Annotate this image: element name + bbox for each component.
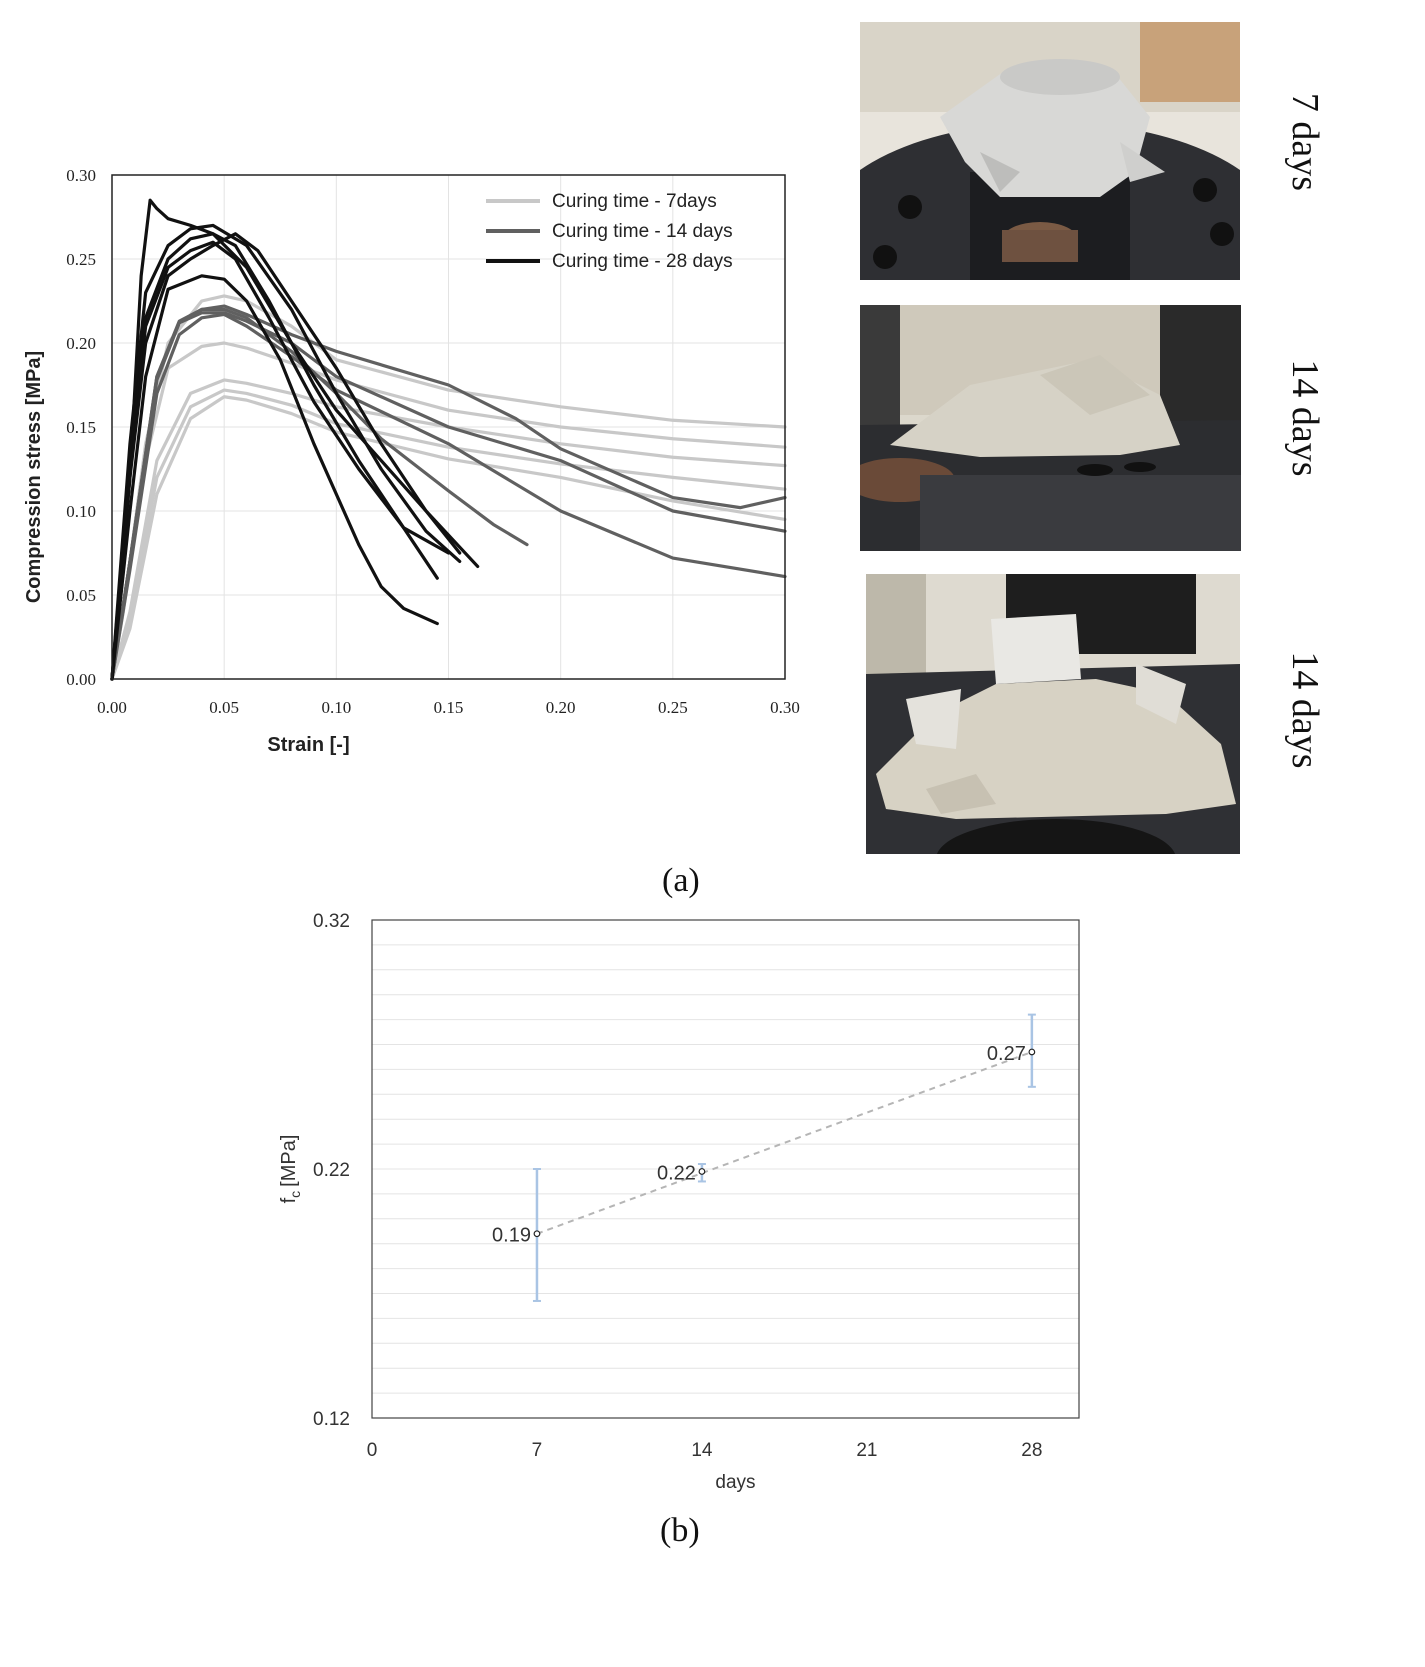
series-line-group-0-3 <box>110 388 787 681</box>
x-tick-label: 0.20 <box>546 698 576 717</box>
y-tick-label: 0.25 <box>66 250 96 269</box>
stress-strain-chart: 0.00 0.05 0.10 0.15 0.20 0.25 0.30 0.00 0.05 0.10… <box>23 166 800 756</box>
data-label-2: 0.27 <box>987 1043 1026 1065</box>
x-tick-label: 0.00 <box>97 698 127 717</box>
x-tick-label: 7 <box>532 1440 543 1461</box>
legend-label-1: Curing time - 14 days <box>552 221 733 242</box>
trendline <box>536 1051 1033 1235</box>
y-tick-label: 0.32 <box>313 911 350 932</box>
x-tick-label: 0.30 <box>770 698 800 717</box>
photo-14-days <box>860 305 1241 551</box>
photo-7-days <box>860 22 1240 280</box>
photo-14-days-b <box>866 574 1240 854</box>
x-tick-label: 0.25 <box>658 698 688 717</box>
series-line-group-2-9 <box>110 198 480 681</box>
photo-label-14-days-b: 14 days <box>1284 651 1326 769</box>
x-axis-label: Strain [-] <box>267 734 349 756</box>
panel-label-b: (b) <box>660 1512 700 1549</box>
y-tick-label: 0.12 <box>313 1409 350 1430</box>
x-tick-label: 0.05 <box>209 698 239 717</box>
y-axis-label: Compression stress [MPa] <box>23 351 45 603</box>
series-line-group-0-2 <box>110 378 787 681</box>
panel-label-a: (a) <box>662 862 700 899</box>
data-point-2 <box>1028 1048 1036 1056</box>
y-axis-label-unit: [MPa] <box>278 1135 300 1187</box>
y-tick-label: 0.15 <box>66 418 96 437</box>
series-line-group-2-12 <box>110 240 451 681</box>
x-tick-label: 28 <box>1021 1440 1042 1461</box>
series-line-group-1-7 <box>110 312 787 681</box>
x-tick-label: 0.15 <box>434 698 464 717</box>
data-label-1: 0.22 <box>657 1162 696 1184</box>
photo-label-7-days: 7 days <box>1284 92 1326 192</box>
series-line-group-2-13 <box>110 232 462 681</box>
legend-label-2: Curing time - 28 days <box>552 251 733 272</box>
data-label-0: 0.19 <box>492 1225 531 1247</box>
crushed-specimen-icon <box>860 22 1240 280</box>
y-tick-label: 0.22 <box>313 1160 350 1181</box>
data-point-0 <box>533 1230 541 1238</box>
strength-vs-days-chart: 0.19 0.22 0.27 0 7 14 21 28 0.12 0.22 0.32 days fc [M… <box>278 911 1080 1493</box>
y-tick-label: 0.00 <box>66 670 96 689</box>
y-axis-label: fc [MPa] <box>278 1135 303 1204</box>
plot-frame <box>111 174 786 680</box>
y-tick-label: 0.20 <box>66 334 96 353</box>
x-tick-label: 14 <box>691 1440 713 1461</box>
crushed-specimen-icon <box>860 305 1241 551</box>
series-line-group-0-4 <box>110 395 787 681</box>
y-axis-label-sub: c <box>287 1191 303 1198</box>
x-tick-label: 21 <box>856 1440 877 1461</box>
photo-label-14-days: 14 days <box>1284 359 1326 477</box>
x-axis-label: days <box>715 1472 755 1493</box>
series-line-group-2-14 <box>110 274 439 681</box>
y-tick-label: 0.10 <box>66 502 96 521</box>
series-line-group-1-8 <box>110 307 529 681</box>
plot-frame <box>371 919 1080 1419</box>
data-point-1 <box>698 1168 706 1175</box>
y-axis-label-main: f <box>278 1197 300 1203</box>
x-tick-label: 0.10 <box>321 698 351 717</box>
crushed-specimen-icon <box>866 574 1240 854</box>
x-tick-label: 0 <box>367 1440 378 1461</box>
legend-label-0: Curing time - 7days <box>552 191 717 212</box>
y-tick-label: 0.05 <box>66 586 96 605</box>
y-tick-label: 0.30 <box>66 166 96 185</box>
